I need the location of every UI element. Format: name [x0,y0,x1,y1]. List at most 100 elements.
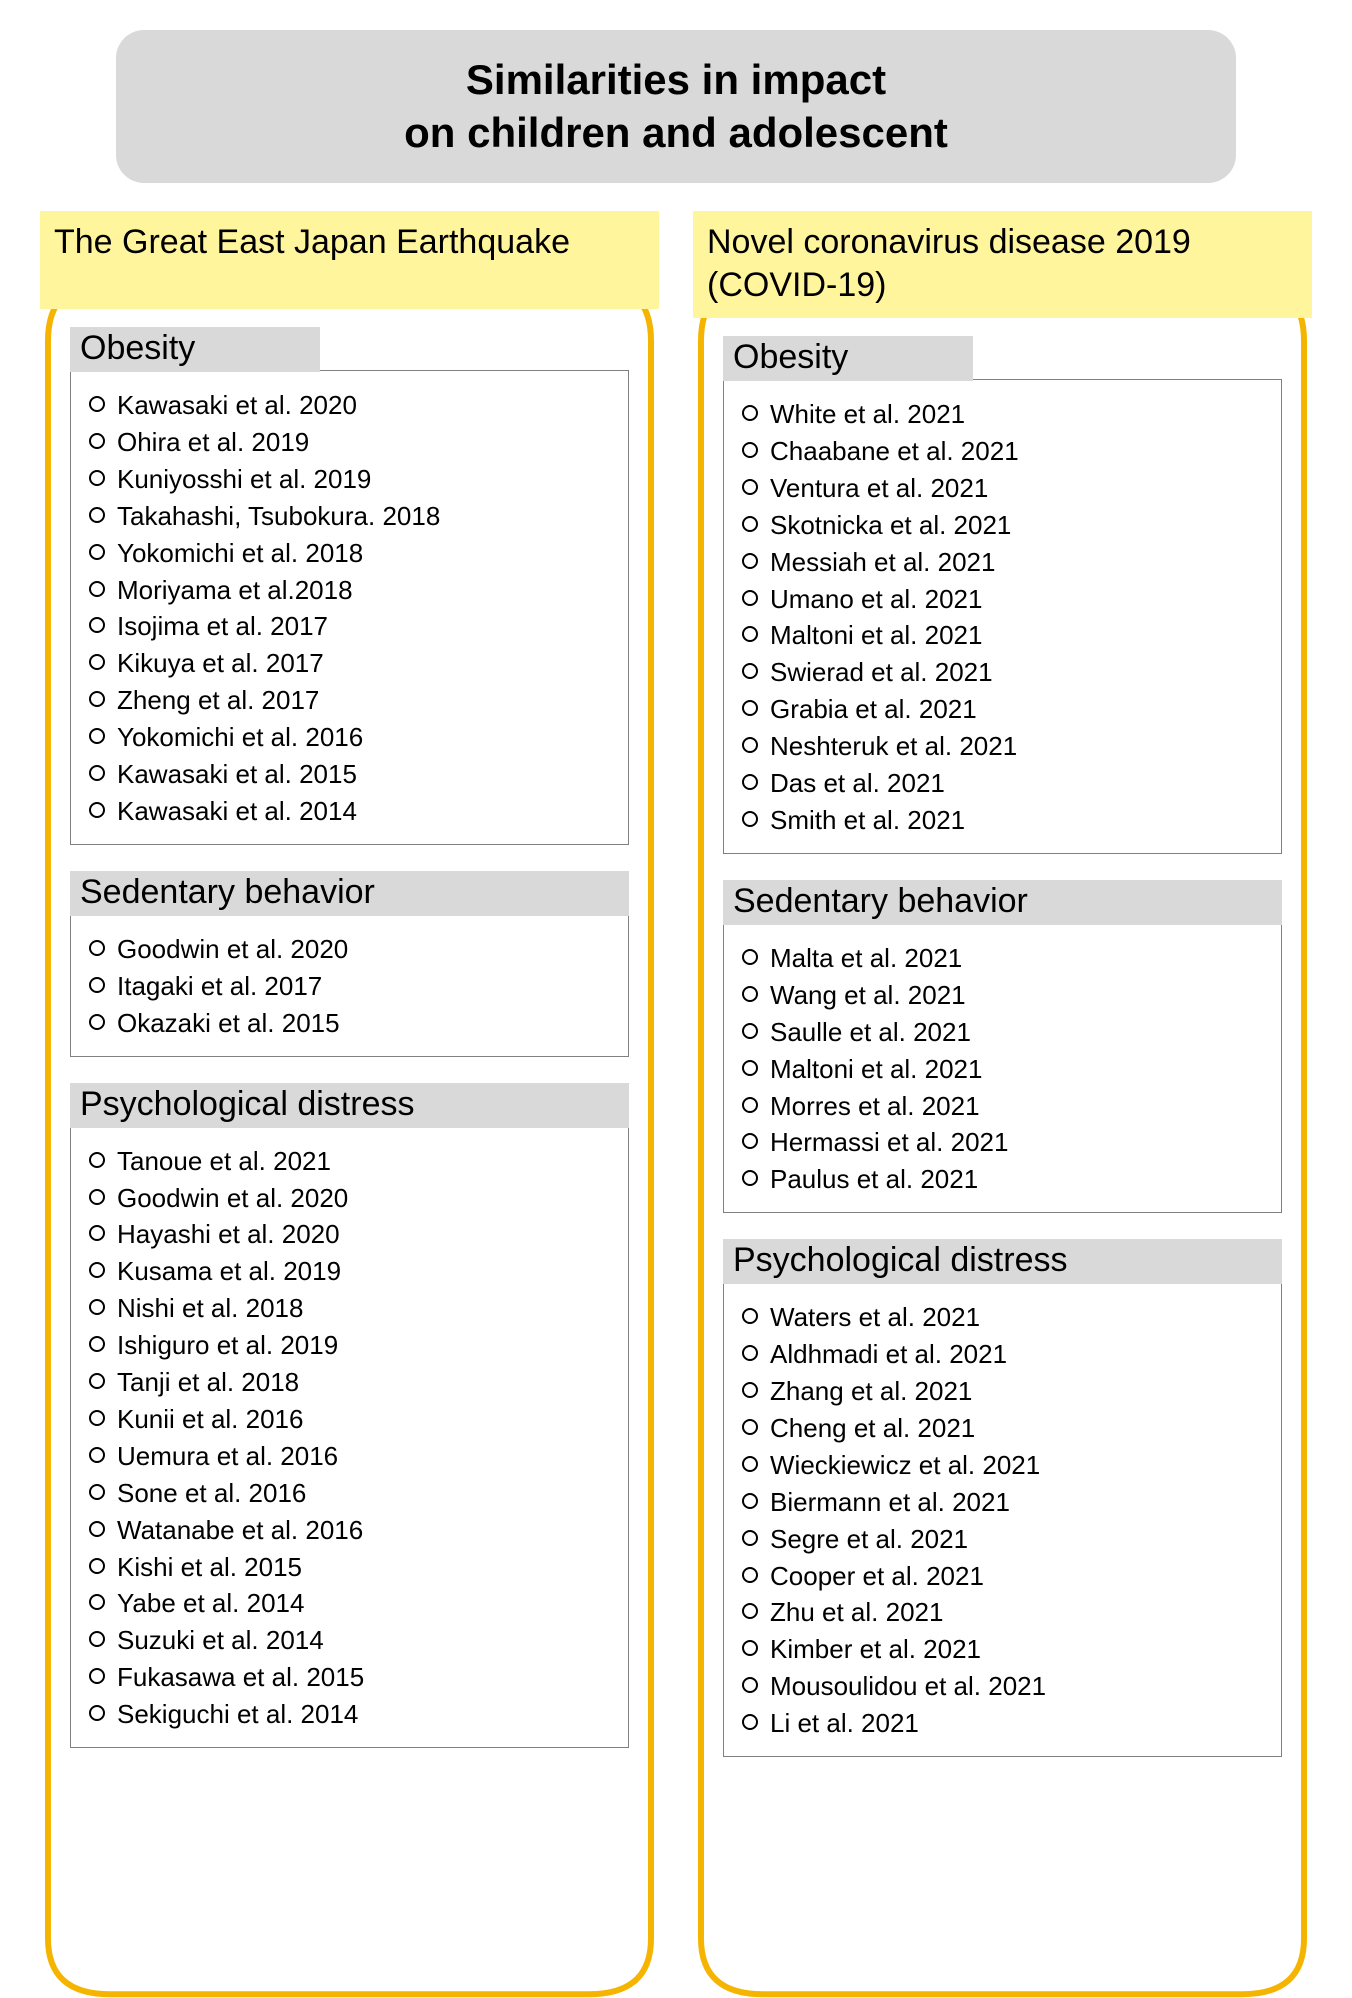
ref-item: Grabia et al. 2021 [742,691,1269,728]
column-covid: Novel coronavirus disease 2019 (COVID-19… [693,211,1312,1797]
circle-bullet-icon [89,977,105,993]
circle-bullet-icon [742,663,758,679]
ref-text: Cooper et al. 2021 [770,1558,984,1595]
ref-item: Wieckiewicz et al. 2021 [742,1447,1269,1484]
section-eq-sedentary: Sedentary behavior Goodwin et al. 2020It… [70,871,629,1057]
ref-text: Sone et al. 2016 [117,1475,306,1512]
column-header-covid: Novel coronavirus disease 2019 (COVID-19… [693,211,1312,318]
ref-item: Maltoni et al. 2021 [742,1051,1269,1088]
circle-bullet-icon [89,654,105,670]
section-box-cv-psych: Waters et al. 2021Aldhmadi et al. 2021Zh… [723,1282,1282,1757]
ref-text: Goodwin et al. 2020 [117,931,348,968]
column-earthquake: The Great East Japan Earthquake Obesity … [40,211,659,1797]
circle-bullet-icon [742,405,758,421]
ref-item: Kunii et al. 2016 [89,1401,616,1438]
ref-text: Zheng et al. 2017 [117,682,319,719]
ref-text: Itagaki et al. 2017 [117,968,322,1005]
circle-bullet-icon [742,516,758,532]
ref-item: Uemura et al. 2016 [89,1438,616,1475]
circle-bullet-icon [742,1640,758,1656]
circle-bullet-icon [89,1521,105,1537]
circle-bullet-icon [742,1567,758,1583]
ref-item: Yabe et al. 2014 [89,1585,616,1622]
ref-item: Kimber et al. 2021 [742,1631,1269,1668]
ref-text: Hayashi et al. 2020 [117,1216,340,1253]
ref-item: Mousoulidou et al. 2021 [742,1668,1269,1705]
ref-item: Umano et al. 2021 [742,581,1269,618]
ref-text: Zhu et al. 2021 [770,1594,943,1631]
section-cv-sedentary: Sedentary behavior Malta et al. 2021Wang… [723,880,1282,1213]
ref-item: Kikuya et al. 2017 [89,645,616,682]
circle-bullet-icon [89,691,105,707]
ref-list-cv-sedentary: Malta et al. 2021Wang et al. 2021Saulle … [742,940,1269,1198]
ref-text: Kawasaki et al. 2015 [117,756,357,793]
ref-item: Tanoue et al. 2021 [89,1143,616,1180]
ref-text: Waters et al. 2021 [770,1299,980,1336]
ref-text: Cheng et al. 2021 [770,1410,975,1447]
circle-bullet-icon [742,1677,758,1693]
ref-item: Zhang et al. 2021 [742,1373,1269,1410]
ref-item: Yokomichi et al. 2016 [89,719,616,756]
circle-bullet-icon [89,433,105,449]
ref-text: Nishi et al. 2018 [117,1290,303,1327]
circle-bullet-icon [742,1170,758,1186]
ref-item: Hermassi et al. 2021 [742,1124,1269,1161]
circle-bullet-icon [742,1382,758,1398]
circle-bullet-icon [742,479,758,495]
ref-item: Kusama et al. 2019 [89,1253,616,1290]
circle-bullet-icon [89,1225,105,1241]
section-eq-obesity: Obesity Kawasaki et al. 2020Ohira et al.… [70,327,629,845]
section-title-eq-psych: Psychological distress [70,1083,629,1128]
ref-text: Kikuya et al. 2017 [117,645,324,682]
ref-item: Fukasawa et al. 2015 [89,1659,616,1696]
ref-item: Skotnicka et al. 2021 [742,507,1269,544]
ref-item: Suzuki et al. 2014 [89,1622,616,1659]
ref-text: Wang et al. 2021 [770,977,966,1014]
circle-bullet-icon [89,1373,105,1389]
circle-bullet-icon [89,1631,105,1647]
ref-text: Ohira et al. 2019 [117,424,309,461]
ref-text: Kimber et al. 2021 [770,1631,981,1668]
circle-bullet-icon [742,949,758,965]
ref-text: Biermann et al. 2021 [770,1484,1010,1521]
ref-item: Das et al. 2021 [742,765,1269,802]
circle-bullet-icon [742,1097,758,1113]
ref-text: Moriyama et al.2018 [117,572,353,609]
circle-bullet-icon [742,986,758,1002]
ref-list-cv-psych: Waters et al. 2021Aldhmadi et al. 2021Zh… [742,1299,1269,1742]
ref-item: Segre et al. 2021 [742,1521,1269,1558]
ref-text: Messiah et al. 2021 [770,544,995,581]
ref-text: Segre et al. 2021 [770,1521,968,1558]
ref-item: Ohira et al. 2019 [89,424,616,461]
ref-text: Ishiguro et al. 2019 [117,1327,338,1364]
circle-bullet-icon [742,590,758,606]
ref-text: Kawasaki et al. 2020 [117,387,357,424]
circle-bullet-icon [89,1336,105,1352]
ref-item: White et al. 2021 [742,396,1269,433]
section-title-eq-sedentary: Sedentary behavior [70,871,629,916]
ref-text: Hermassi et al. 2021 [770,1124,1008,1161]
ref-item: Paulus et al. 2021 [742,1161,1269,1198]
ref-item: Zheng et al. 2017 [89,682,616,719]
ref-text: Malta et al. 2021 [770,940,962,977]
ref-item: Waters et al. 2021 [742,1299,1269,1336]
circle-bullet-icon [89,1299,105,1315]
circle-bullet-icon [742,737,758,753]
ref-item: Goodwin et al. 2020 [89,931,616,968]
circle-bullet-icon [89,1189,105,1205]
circle-bullet-icon [742,1308,758,1324]
columns-container: The Great East Japan Earthquake Obesity … [40,211,1312,1797]
ref-text: Chaabane et al. 2021 [770,433,1019,470]
ref-text: Ventura et al. 2021 [770,470,988,507]
ref-text: Yokomichi et al. 2016 [117,719,363,756]
ref-item: Smith et al. 2021 [742,802,1269,839]
ref-text: Watanabe et al. 2016 [117,1512,363,1549]
ref-text: Fukasawa et al. 2015 [117,1659,364,1696]
ref-item: Takahashi, Tsubokura. 2018 [89,498,616,535]
section-box-eq-sedentary: Goodwin et al. 2020Itagaki et al. 2017Ok… [70,914,629,1057]
circle-bullet-icon [89,765,105,781]
ref-item: Sekiguchi et al. 2014 [89,1696,616,1733]
section-cv-obesity: Obesity White et al. 2021Chaabane et al.… [723,336,1282,854]
section-eq-psych: Psychological distress Tanoue et al. 202… [70,1083,629,1749]
section-box-eq-psych: Tanoue et al. 2021Goodwin et al. 2020Hay… [70,1126,629,1749]
